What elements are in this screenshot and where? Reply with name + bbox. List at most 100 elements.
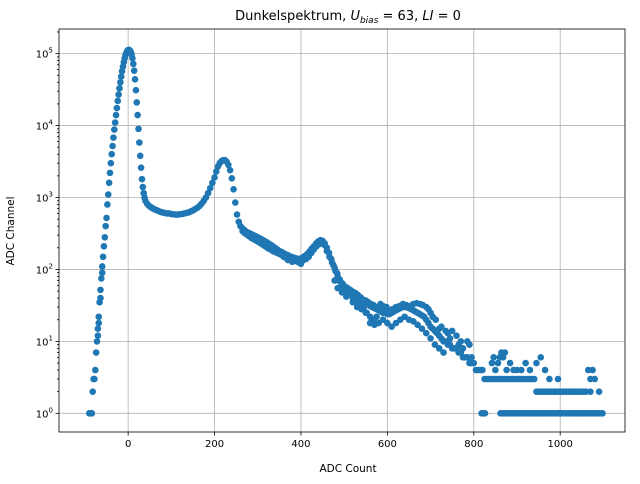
data-point xyxy=(88,410,96,417)
title-prefix: Dunkelspektrum, xyxy=(235,9,350,24)
title-subscript: bias xyxy=(360,16,379,26)
data-point xyxy=(501,349,509,356)
data-point xyxy=(99,253,107,261)
data-point xyxy=(233,211,241,218)
data-point xyxy=(422,329,430,337)
data-point xyxy=(133,99,141,106)
data-point xyxy=(349,298,357,306)
data-point xyxy=(106,169,114,177)
data-point xyxy=(98,275,105,282)
data-point xyxy=(139,183,147,191)
data-point xyxy=(488,359,496,367)
data-point xyxy=(518,366,525,374)
data-point xyxy=(102,222,109,230)
data-point xyxy=(392,319,400,327)
x-tick-label: 0 xyxy=(125,439,131,450)
data-point xyxy=(331,264,338,272)
data-point xyxy=(522,359,529,367)
data-point xyxy=(228,174,236,182)
y-tick-label: 100 xyxy=(36,406,53,420)
data-point xyxy=(333,270,341,277)
data-point xyxy=(113,104,121,112)
y-tick-label: 102 xyxy=(36,262,53,276)
data-point xyxy=(595,388,603,395)
data-point xyxy=(109,142,116,150)
data-point xyxy=(533,359,540,367)
data-point xyxy=(97,294,104,302)
data-point xyxy=(136,152,144,160)
data-point xyxy=(427,335,434,342)
data-point xyxy=(494,359,502,367)
data-point xyxy=(383,307,390,314)
data-point xyxy=(554,375,562,383)
data-point xyxy=(230,186,237,193)
data-point xyxy=(353,303,361,311)
data-point xyxy=(599,410,606,417)
y-tick-label: 105 xyxy=(36,47,53,61)
data-point xyxy=(211,174,218,181)
data-point xyxy=(323,247,331,255)
x-tick-label: 600 xyxy=(378,439,397,450)
data-point xyxy=(131,75,139,83)
title-li: LI xyxy=(422,9,433,24)
data-point xyxy=(506,359,514,367)
data-point xyxy=(490,354,497,361)
title-mid: = 63, xyxy=(378,9,422,24)
data-point xyxy=(136,139,143,146)
data-point xyxy=(112,111,120,119)
y-tick-label: 103 xyxy=(36,191,53,205)
data-point xyxy=(463,338,471,345)
data-point xyxy=(134,111,141,119)
x-tick-label: 1000 xyxy=(547,439,572,450)
y-axis-label: ADC Channel xyxy=(5,196,17,265)
data-point xyxy=(328,259,336,266)
data-point xyxy=(479,366,486,374)
data-point xyxy=(108,150,116,158)
data-point xyxy=(331,277,338,284)
data-point xyxy=(481,410,489,417)
data-point xyxy=(326,253,333,261)
data-point xyxy=(435,345,443,352)
data-point xyxy=(338,289,346,296)
data-point xyxy=(492,366,499,374)
data-point xyxy=(95,319,103,327)
data-point xyxy=(117,73,125,80)
data-point xyxy=(95,313,103,321)
x-tick-label: 800 xyxy=(464,439,483,450)
data-point xyxy=(371,321,378,329)
data-point xyxy=(91,375,98,383)
x-axis-label: ADC Count xyxy=(319,463,376,475)
data-point xyxy=(98,263,106,270)
data-point xyxy=(137,164,145,171)
data-point xyxy=(442,327,449,335)
data-point xyxy=(94,332,102,339)
data-points-layer xyxy=(85,46,606,417)
data-point xyxy=(94,325,102,333)
data-point xyxy=(104,201,111,208)
data-point xyxy=(92,349,100,356)
data-point xyxy=(226,166,234,174)
data-point xyxy=(366,313,374,321)
data-point xyxy=(135,125,142,133)
data-point xyxy=(343,293,350,300)
data-point xyxy=(431,341,439,348)
data-point xyxy=(320,241,328,249)
data-point xyxy=(111,126,118,133)
y-tick-label: 104 xyxy=(36,119,54,133)
data-point xyxy=(91,366,99,374)
data-point xyxy=(580,388,588,395)
data-point xyxy=(468,354,475,361)
data-point xyxy=(97,286,104,294)
data-point xyxy=(435,325,443,333)
data-point xyxy=(459,345,467,352)
data-point xyxy=(537,354,545,361)
y-tick-label: 101 xyxy=(36,334,53,348)
data-point xyxy=(116,84,123,92)
data-point xyxy=(455,341,462,348)
title-u: U xyxy=(350,9,360,24)
data-point xyxy=(334,284,341,292)
data-point xyxy=(138,175,146,183)
data-point xyxy=(117,78,124,86)
